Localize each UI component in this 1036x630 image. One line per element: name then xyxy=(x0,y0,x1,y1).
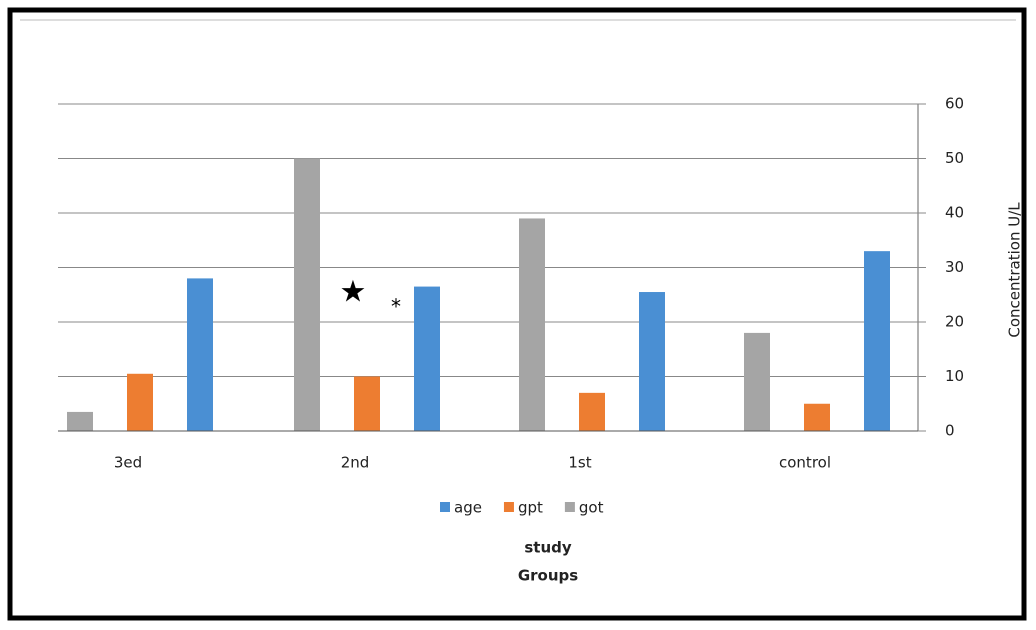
legend-label: age xyxy=(454,499,482,517)
x-tick-label: 3ed xyxy=(114,454,142,472)
legend-swatch xyxy=(503,502,514,512)
annotation: * xyxy=(391,295,401,319)
bar xyxy=(67,411,93,431)
legend-swatch xyxy=(564,502,575,512)
bar xyxy=(187,278,213,431)
x-axis-title: Groups xyxy=(518,567,578,585)
y-tick-label: 20 xyxy=(945,313,964,331)
x-tick-label: 1st xyxy=(568,454,591,472)
bar xyxy=(804,403,830,431)
y-tick-label: 50 xyxy=(945,149,964,167)
annotation: ★ xyxy=(340,275,367,310)
bar xyxy=(294,158,320,431)
bar xyxy=(579,392,605,431)
bar xyxy=(519,218,545,431)
legend-swatch xyxy=(440,502,450,512)
y-tick-label: 30 xyxy=(945,258,964,276)
y-axis-title: Concentration U/L xyxy=(1006,202,1024,338)
bar xyxy=(414,286,440,431)
x-tick-label: control xyxy=(779,454,831,472)
y-tick-label: 40 xyxy=(945,204,964,222)
bar xyxy=(864,251,890,431)
bar xyxy=(744,332,770,431)
x-tick-label: 2nd xyxy=(341,454,370,472)
y-tick-label: 0 xyxy=(945,422,955,440)
legend-label: gpt xyxy=(518,499,543,517)
bar xyxy=(639,292,665,431)
x-axis-title: study xyxy=(524,539,572,557)
y-tick-label: 10 xyxy=(945,367,964,385)
legend-label: got xyxy=(579,499,604,517)
bar xyxy=(354,376,380,431)
y-tick-label: 60 xyxy=(945,95,964,113)
bar xyxy=(127,373,153,431)
frame xyxy=(7,7,1027,621)
